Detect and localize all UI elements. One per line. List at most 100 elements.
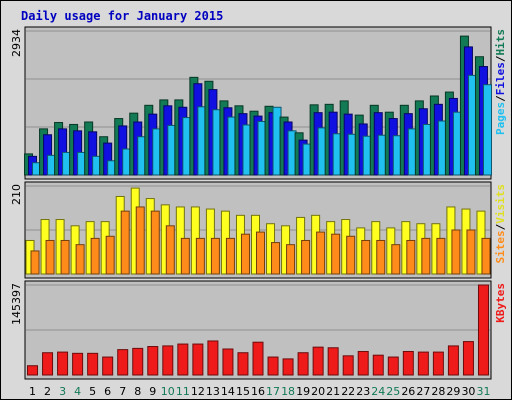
- bar-kbytes-day-28: [432, 351, 444, 376]
- bar-kbytes-day-29: [447, 345, 459, 376]
- bar-sites-day-10: [165, 225, 175, 275]
- day-label: 28: [431, 385, 445, 398]
- legend-entry: Pages: [494, 102, 507, 135]
- legend-entry: /: [494, 55, 507, 62]
- day-label: 30: [461, 385, 475, 398]
- bar-sites-day-12: [195, 237, 205, 275]
- bar-sites-day-13: [210, 237, 220, 275]
- day-label: 19: [296, 385, 310, 398]
- bar-sites-day-2: [45, 239, 55, 275]
- bar-kbytes-day-27: [417, 351, 429, 376]
- bar-pages-day-31: [482, 84, 492, 176]
- bar-kbytes-day-20: [312, 346, 324, 376]
- bar-kbytes-day-15: [237, 352, 249, 376]
- bar-sites-day-23: [361, 239, 371, 275]
- day-label: 8: [134, 385, 141, 398]
- bar-kbytes-day-12: [192, 343, 204, 376]
- bar-kbytes-day-16: [252, 341, 264, 376]
- day-label: 18: [281, 385, 295, 398]
- day-label: 9: [149, 385, 156, 398]
- bar-sites-day-6: [105, 235, 115, 275]
- day-label: 26: [401, 385, 415, 398]
- bar-kbytes-day-21: [327, 347, 339, 376]
- bar-sites-day-15: [240, 233, 250, 275]
- bar-sites-day-5: [90, 237, 100, 275]
- bar-sites-day-7: [120, 210, 130, 275]
- bar-sites-day-21: [331, 233, 341, 275]
- day-label: 16: [251, 385, 265, 398]
- bar-sites-day-14: [225, 237, 235, 275]
- bar-sites-day-26: [406, 239, 416, 275]
- panel-visits: 210 Sites/Visits: [10, 181, 507, 279]
- bar-kbytes-day-10: [162, 345, 174, 376]
- day-label: 20: [311, 385, 325, 398]
- bar-kbytes-day-13: [207, 340, 219, 376]
- day-label: 4: [74, 385, 81, 398]
- bar-kbytes-day-24: [372, 354, 384, 376]
- bar-sites-day-9: [150, 210, 160, 275]
- day-label: 11: [176, 385, 190, 398]
- day-label: 24: [371, 385, 385, 398]
- bar-sites-day-27: [421, 237, 431, 275]
- legend-hits: Pages/Files/Hits: [494, 29, 507, 135]
- bar-kbytes-day-4: [72, 352, 84, 376]
- day-label: 21: [326, 385, 340, 398]
- bar-sites-day-30: [466, 229, 476, 275]
- legend-visits: Sites/Visits: [494, 184, 507, 264]
- bar-sites-day-3: [60, 239, 70, 275]
- day-label: 14: [221, 385, 235, 398]
- bar-kbytes-day-23: [357, 350, 369, 376]
- day-label: 7: [119, 385, 126, 398]
- bar-kbytes-day-14: [222, 348, 234, 376]
- day-label: 5: [89, 385, 96, 398]
- chart-panels: 2934Pages/Files/Hits210Sites/Visits14539…: [10, 26, 507, 380]
- day-label: 1: [29, 385, 36, 398]
- day-label: 2: [44, 385, 51, 398]
- legend-entry: Sites: [494, 230, 507, 263]
- bar-kbytes-day-30: [462, 341, 474, 376]
- day-label: 27: [416, 385, 430, 398]
- bar-sites-day-29: [451, 229, 461, 275]
- bar-sites-day-24: [376, 239, 386, 275]
- day-label: 12: [191, 385, 205, 398]
- bar-kbytes-day-18: [282, 358, 294, 376]
- day-label: 3: [59, 385, 66, 398]
- day-label: 29: [446, 385, 460, 398]
- bar-kbytes-day-1: [27, 365, 39, 376]
- bar-sites-day-17: [271, 242, 281, 275]
- bar-sites-day-22: [346, 235, 356, 275]
- bar-kbytes-day-9: [147, 346, 159, 376]
- bar-kbytes-day-6: [102, 356, 114, 376]
- bar-kbytes-day-25: [387, 356, 399, 376]
- day-label: 10: [161, 385, 175, 398]
- bar-sites-day-18: [286, 244, 296, 275]
- bar-sites-day-4: [75, 244, 85, 275]
- legend-entry: /: [494, 223, 507, 230]
- bar-kbytes-day-11: [177, 343, 189, 376]
- day-label: 25: [386, 385, 400, 398]
- legend-entry: Hits: [494, 29, 507, 56]
- bar-sites-day-11: [180, 237, 190, 275]
- bar-kbytes-day-26: [402, 350, 414, 376]
- y-max-label-kbytes: 145397: [10, 283, 23, 325]
- bar-sites-day-31: [481, 237, 491, 275]
- day-label: 6: [104, 385, 111, 398]
- bar-kbytes-day-7: [117, 349, 129, 376]
- bar-sites-day-8: [135, 206, 145, 275]
- bar-kbytes-day-31: [477, 284, 489, 376]
- bar-kbytes-day-17: [267, 356, 279, 376]
- bar-kbytes-day-2: [42, 352, 54, 376]
- y-max-label-hits: 2934: [10, 29, 23, 57]
- legend-entry: /: [494, 95, 507, 102]
- panel-kbytes: 145397 KBytes: [10, 280, 507, 380]
- legend-entry: Files: [494, 62, 507, 95]
- legend-kbytes: KBytes: [494, 283, 507, 323]
- bar-kbytes-day-22: [342, 355, 354, 376]
- bar-kbytes-day-8: [132, 347, 144, 376]
- bar-kbytes-day-3: [57, 351, 69, 376]
- legend-entry: Visits: [494, 184, 507, 224]
- day-label: 23: [356, 385, 370, 398]
